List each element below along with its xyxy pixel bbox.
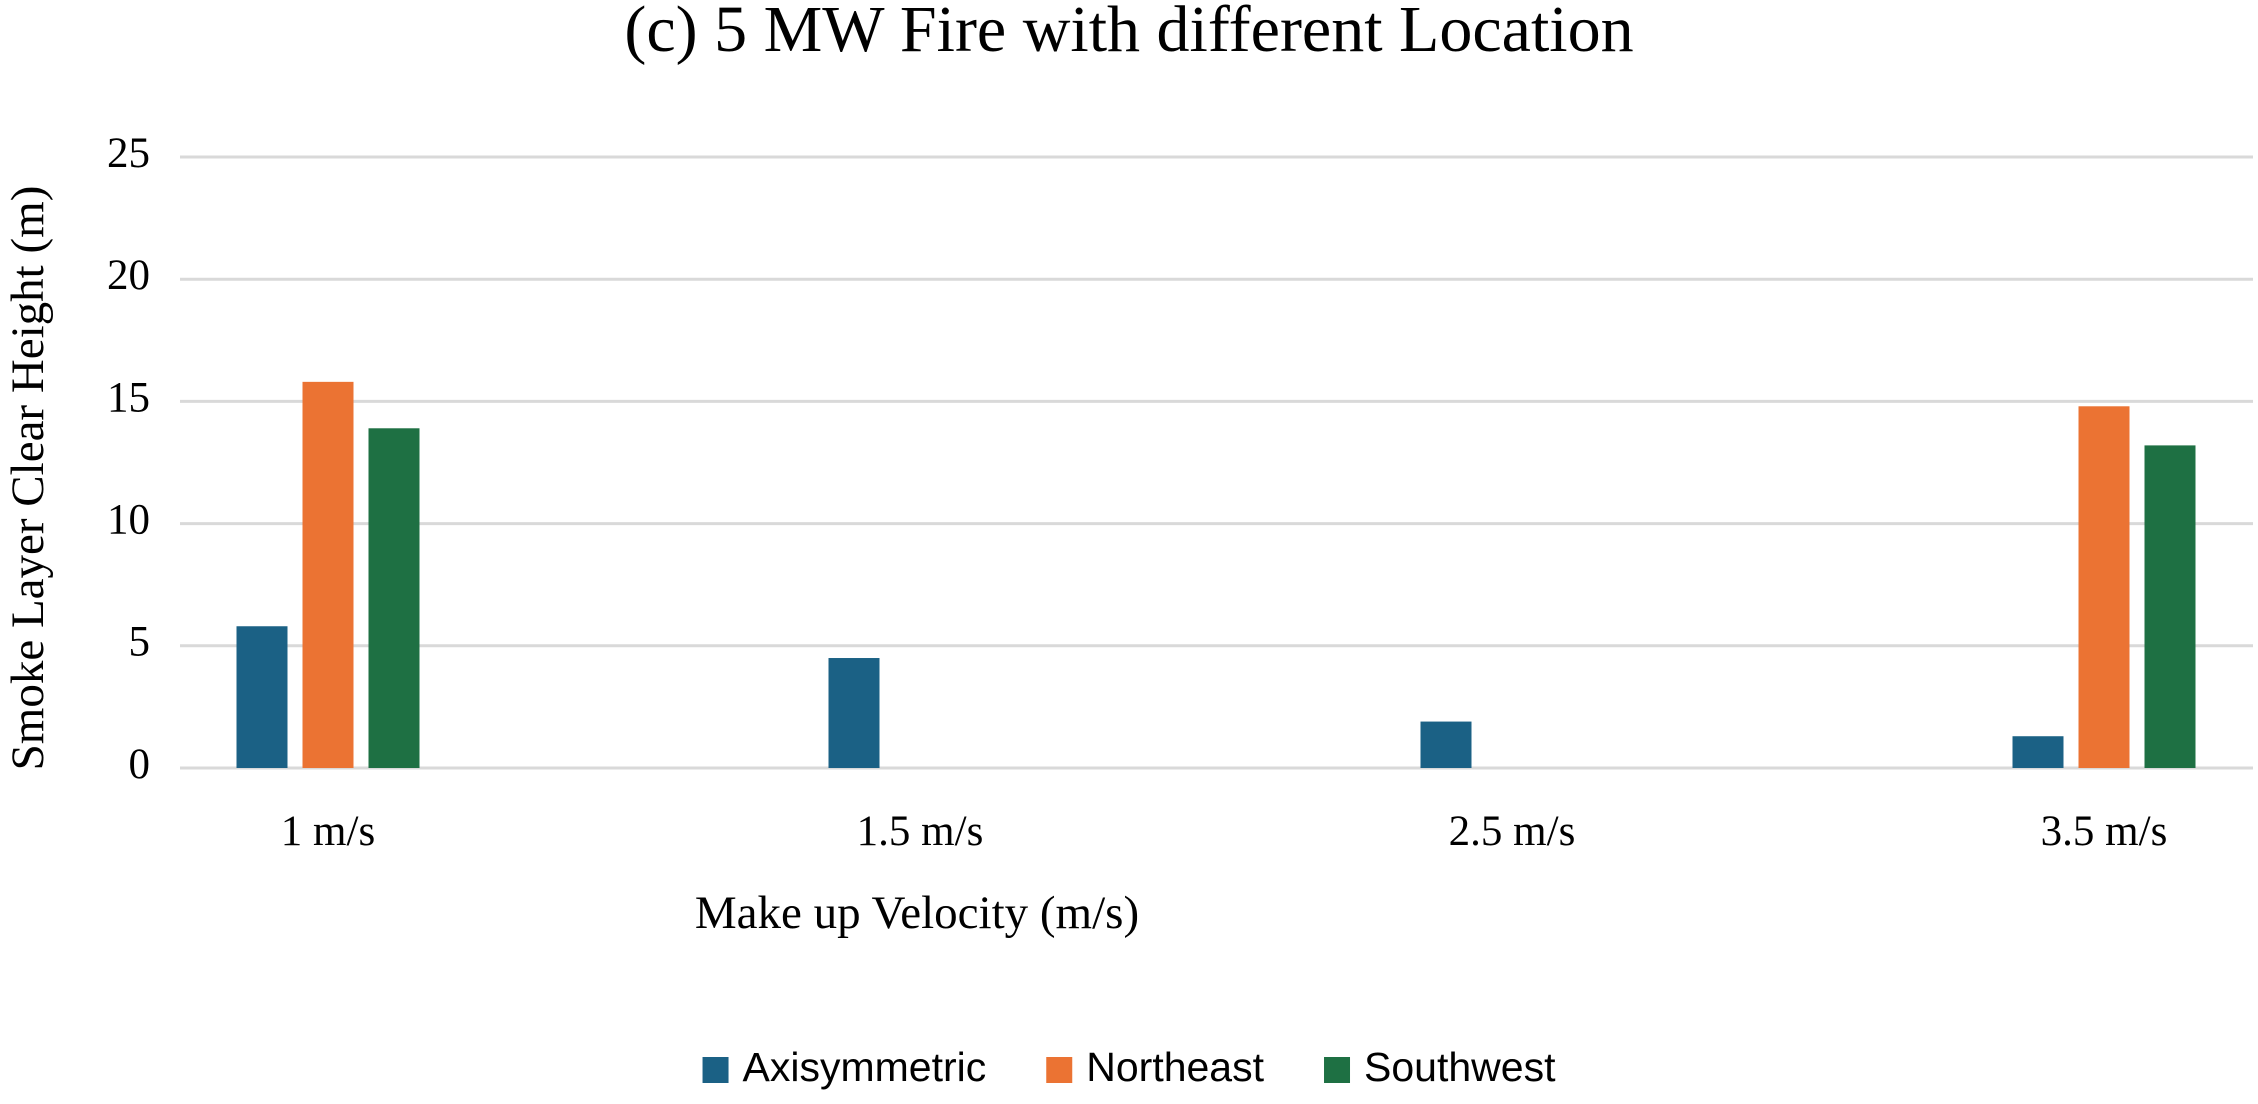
bar [236, 626, 288, 768]
y-tick-label: 10 [107, 496, 150, 543]
legend-swatch [1324, 1057, 1351, 1083]
y-tick-label: 15 [107, 374, 150, 421]
legend-label: Southwest [1364, 1044, 1556, 1090]
legend-label: Northeast [1086, 1044, 1264, 1090]
x-tick-label: 3.5 m/s [2041, 808, 2168, 855]
x-axis-label: Make up Velocity (m/s) [695, 887, 1139, 939]
y-tick-label: 25 [107, 130, 150, 177]
legend-swatch [1046, 1057, 1073, 1083]
bar [368, 428, 420, 768]
bar [2144, 445, 2196, 768]
x-tick-label: 1.5 m/s [857, 808, 984, 855]
x-tick-label: 1 m/s [281, 808, 375, 855]
bar [1420, 721, 1472, 768]
legend-label: Axisymmetric [743, 1044, 987, 1090]
bar [302, 381, 354, 768]
y-tick-label: 20 [107, 252, 150, 299]
bar [828, 658, 880, 768]
chart-title: (c) 5 MW Fire with different Location [624, 0, 1633, 66]
y-tick-label: 5 [129, 619, 151, 666]
bar [2012, 736, 2064, 768]
bar [2078, 406, 2130, 768]
legend-swatch [702, 1057, 729, 1083]
x-tick-label: 2.5 m/s [1449, 808, 1576, 855]
y-tick-label: 0 [129, 741, 151, 788]
y-axis-label: Smoke Layer Clear Height (m) [2, 186, 54, 771]
